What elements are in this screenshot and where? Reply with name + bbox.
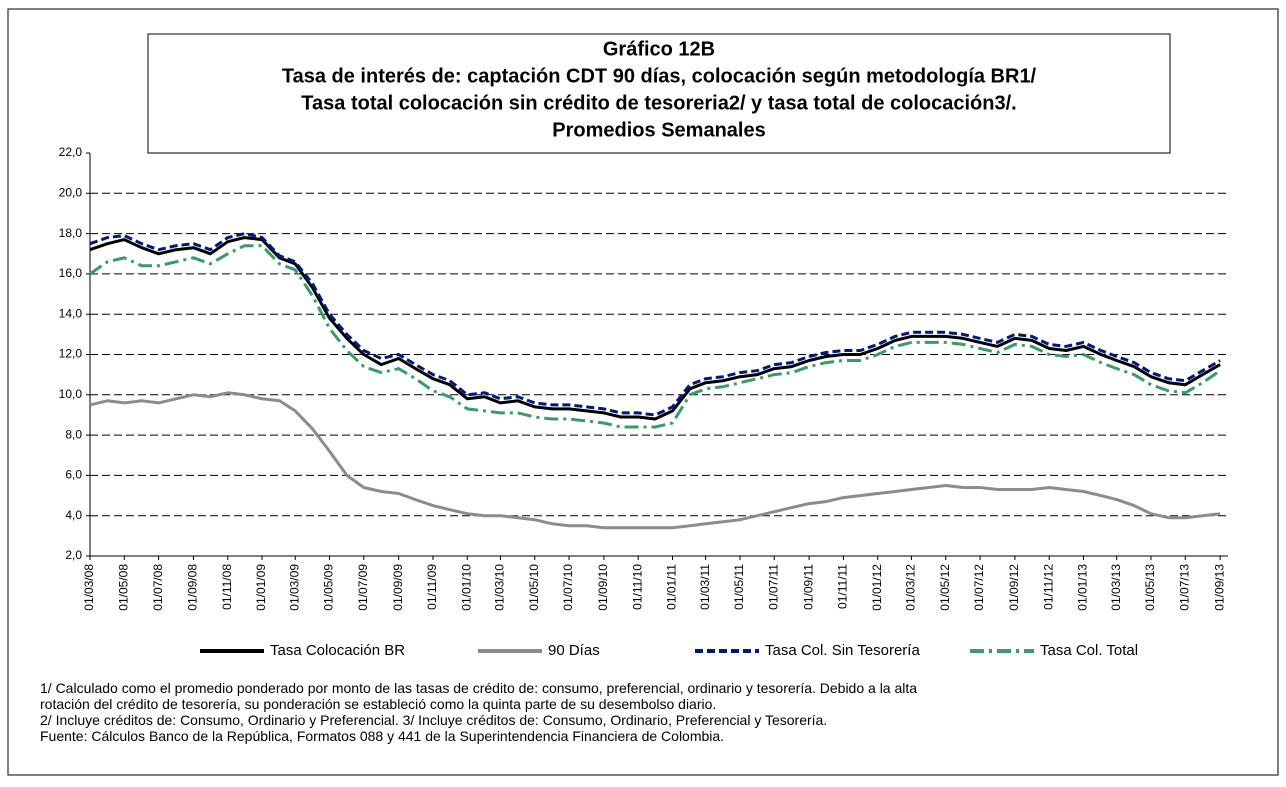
chart-subtitle: Tasa total colocación sin crédito de tes… bbox=[301, 92, 1016, 114]
legend-label: Tasa Colocación BR bbox=[270, 642, 405, 659]
x-tick-label: 01/01/09 bbox=[254, 564, 268, 611]
x-tick-label: 01/09/10 bbox=[596, 564, 610, 611]
x-tick-label: 01/03/08 bbox=[82, 564, 96, 611]
x-tick-label: 01/05/10 bbox=[527, 564, 541, 611]
footnote: 1/ Calculado como el promedio ponderado … bbox=[40, 680, 917, 696]
x-tick-label: 01/03/13 bbox=[1109, 564, 1123, 611]
y-tick-label: 22,0 bbox=[59, 145, 83, 159]
x-tick-label: 01/11/09 bbox=[425, 564, 439, 610]
x-tick-label: 01/03/12 bbox=[904, 564, 918, 611]
y-tick-label: 4,0 bbox=[65, 508, 82, 522]
x-tick-label: 01/11/08 bbox=[220, 564, 234, 610]
series-line bbox=[89, 244, 1221, 429]
x-tick-label: 01/07/11 bbox=[766, 564, 780, 610]
frame bbox=[7, 8, 1279, 776]
x-tick-label: 01/09/12 bbox=[1007, 564, 1021, 611]
y-tick-label: 16,0 bbox=[59, 266, 83, 280]
y-tick-label: 8,0 bbox=[65, 427, 82, 441]
x-tick-label: 01/03/09 bbox=[287, 564, 301, 611]
y-tick-label: 10,0 bbox=[59, 387, 83, 401]
x-tick-label: 01/07/08 bbox=[151, 564, 165, 611]
x-tick-label: 01/09/11 bbox=[801, 564, 815, 610]
footnote: Fuente: Cálculos Banco de la República, … bbox=[40, 728, 724, 744]
x-tick-label: 01/03/11 bbox=[698, 564, 712, 610]
y-tick-label: 6,0 bbox=[65, 468, 82, 482]
title-box bbox=[147, 33, 1171, 154]
series-line bbox=[89, 236, 1221, 421]
footnote: rotación del crédito de tesorería, su po… bbox=[40, 696, 716, 712]
footnote: 2/ Incluye créditos de: Consumo, Ordinar… bbox=[40, 712, 827, 728]
chart-title: Gráfico 12B bbox=[603, 38, 715, 60]
x-tick-label: 01/05/09 bbox=[322, 564, 336, 611]
x-tick-label: 01/09/09 bbox=[391, 564, 405, 611]
x-tick-label: 01/07/09 bbox=[356, 564, 370, 611]
series-line bbox=[89, 391, 1221, 530]
x-tick-label: 01/11/10 bbox=[630, 564, 644, 610]
x-tick-label: 01/07/13 bbox=[1177, 564, 1191, 611]
x-tick-label: 01/01/13 bbox=[1076, 564, 1090, 611]
x-tick-label: 01/01/10 bbox=[459, 564, 473, 611]
y-tick-label: 18,0 bbox=[59, 226, 83, 240]
x-tick-label: 01/05/13 bbox=[1143, 564, 1157, 611]
y-tick-label: 20,0 bbox=[59, 185, 83, 199]
legend-label: Tasa Col. Sin Tesorería bbox=[765, 642, 920, 659]
x-tick-label: 01/05/12 bbox=[938, 564, 952, 611]
x-tick-label: 01/07/12 bbox=[972, 564, 986, 611]
y-tick-label: 12,0 bbox=[59, 347, 83, 361]
chart-subtitle: Tasa de interés de: captación CDT 90 día… bbox=[282, 65, 1037, 87]
x-tick-label: 01/01/11 bbox=[665, 564, 679, 610]
x-tick-label: 01/03/10 bbox=[493, 564, 507, 611]
x-tick-label: 01/09/13 bbox=[1212, 564, 1226, 611]
x-tick-label: 01/01/12 bbox=[870, 564, 884, 611]
series-line bbox=[89, 232, 1221, 417]
x-tick-label: 01/07/10 bbox=[561, 564, 575, 611]
legend-label: 90 Días bbox=[548, 642, 600, 659]
x-tick-label: 01/05/11 bbox=[732, 564, 746, 610]
y-tick-label: 2,0 bbox=[65, 548, 82, 562]
y-tick-label: 14,0 bbox=[59, 306, 83, 320]
x-tick-label: 01/05/08 bbox=[116, 564, 130, 611]
legend-label: Tasa Col. Total bbox=[1040, 642, 1138, 659]
x-tick-label: 01/09/08 bbox=[186, 564, 200, 611]
x-tick-label: 01/11/11 bbox=[836, 564, 850, 609]
x-tick-label: 01/11/12 bbox=[1041, 564, 1055, 610]
chart-subtitle: Promedios Semanales bbox=[552, 119, 765, 141]
